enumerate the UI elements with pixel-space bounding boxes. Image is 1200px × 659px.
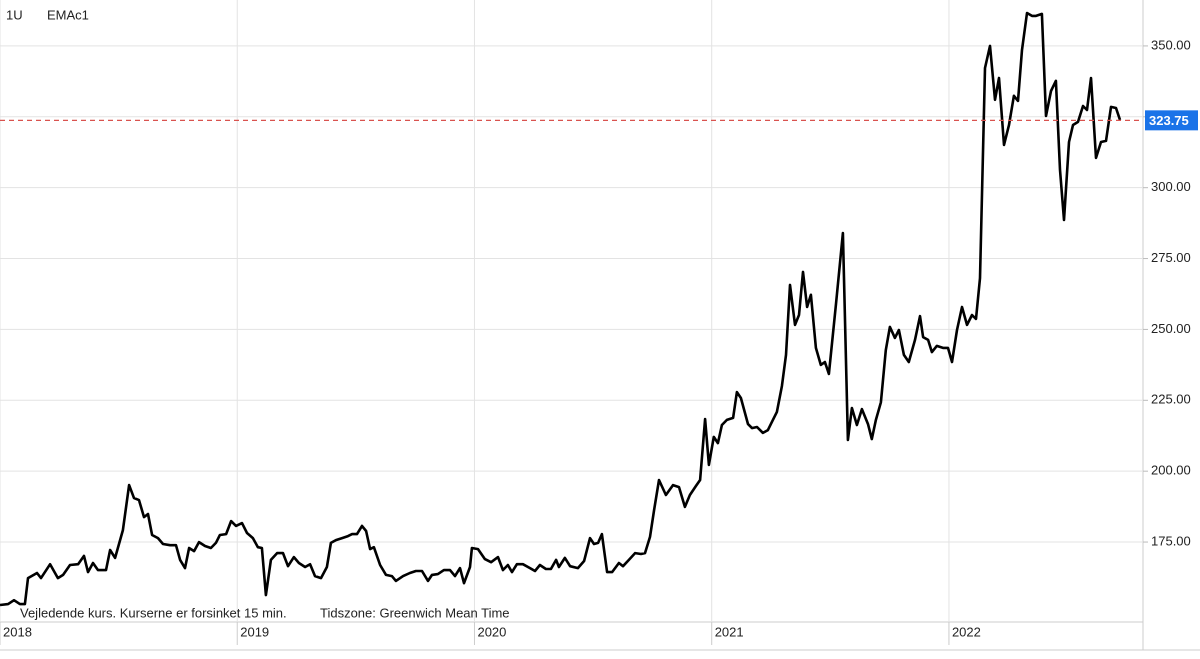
last-value-label: 323.75 [1149, 113, 1189, 128]
y-tick-label: 175.00 [1151, 533, 1191, 548]
y-tick-label: 275.00 [1151, 250, 1191, 265]
price-line [0, 11, 1122, 607]
instrument-label: EMAc1 [47, 7, 89, 22]
footnote: Vejledende kurs. Kurserne er forsinket 1… [20, 605, 287, 620]
y-tick-label: 350.00 [1151, 37, 1191, 52]
last-value-badge [1145, 110, 1198, 131]
y-tick-label: 225.00 [1151, 392, 1191, 407]
y-tick-label: 300.00 [1151, 179, 1191, 194]
x-tick-label: 2021 [715, 624, 744, 639]
y-tick-label: 200.00 [1151, 463, 1191, 478]
x-tick-label: 2019 [240, 624, 269, 639]
interval-label: 1U [6, 7, 23, 22]
x-tick-label: 2022 [952, 624, 981, 639]
timezone-note: Tidszone: Greenwich Mean Time [320, 605, 510, 620]
x-tick-label: 2018 [3, 624, 32, 639]
y-tick-label: 250.00 [1151, 321, 1191, 336]
x-tick-label: 2020 [477, 624, 506, 639]
